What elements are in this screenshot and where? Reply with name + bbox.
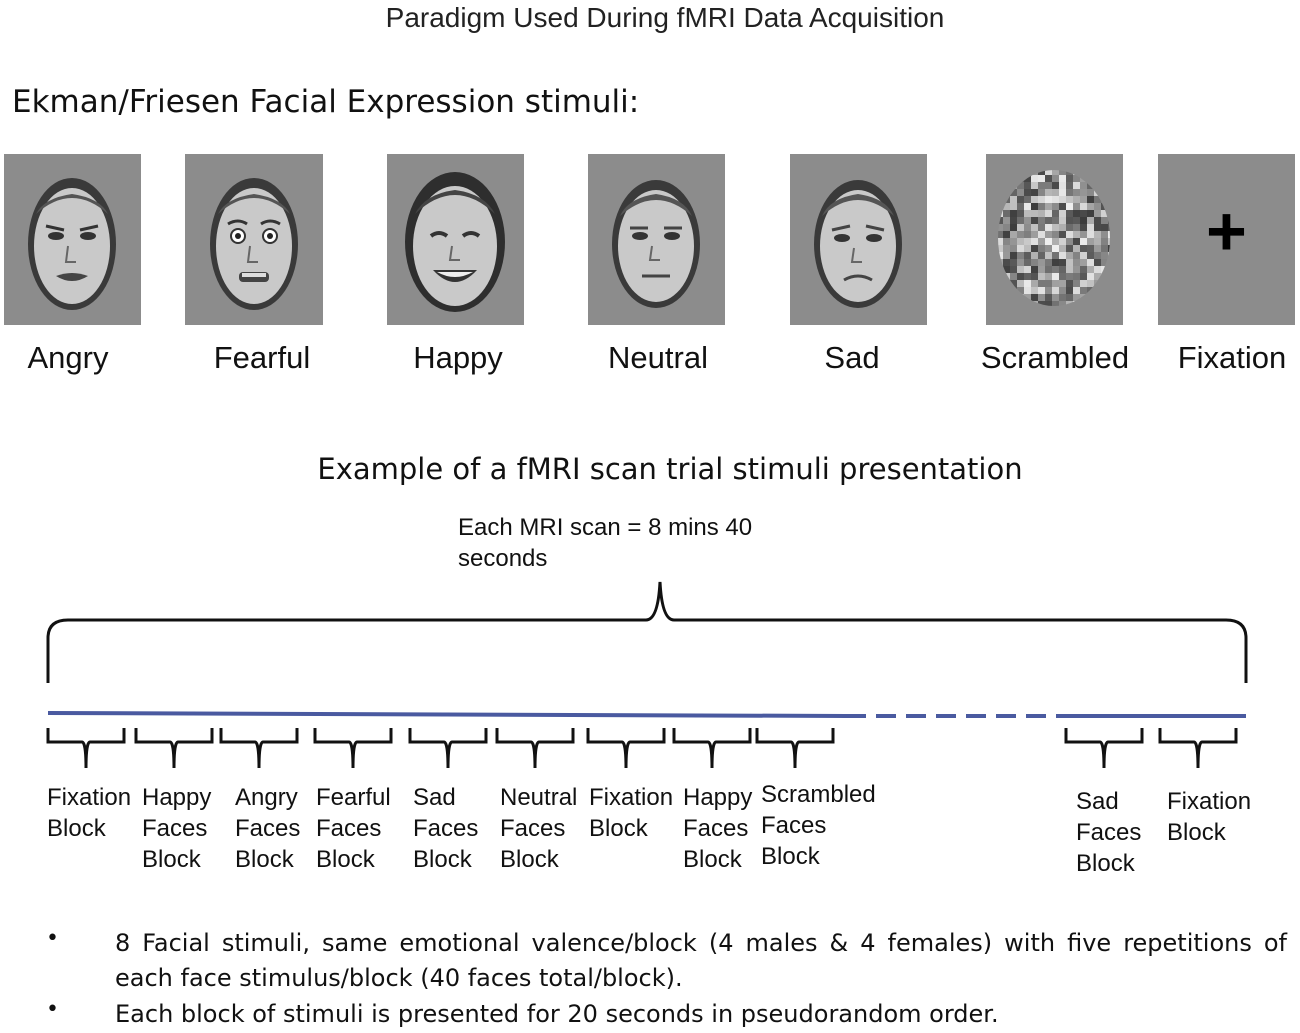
block-label-line: Faces (500, 815, 566, 842)
block-label-line: Block (500, 846, 559, 873)
block-label-line: Block (235, 846, 294, 873)
block-label-line: Sad (413, 784, 456, 811)
sad-face-image (790, 154, 927, 325)
note-1-text: 8 Facial stimuli, same emotional valence… (115, 929, 1287, 992)
scan-brace (46, 581, 1248, 683)
block-label-line: Sad (1076, 788, 1119, 815)
block-label-line: Fearful (316, 784, 391, 811)
block-label-line: Scrambled (761, 781, 876, 808)
bullet-1: • (46, 926, 59, 951)
block-label-line: Block (761, 843, 820, 870)
block-label-line: Block (413, 846, 472, 873)
block-label: Fixation Block (1167, 786, 1251, 848)
block-brace (46, 728, 126, 769)
bullet-2: • (46, 997, 59, 1022)
angry-face-image (4, 154, 141, 325)
block-label-line: Fixation (589, 784, 674, 811)
block-label-line: Block (142, 846, 201, 873)
block-label-line: Happy (142, 784, 212, 811)
block-label-line: Faces (683, 815, 749, 842)
block-label-line: Neutral (500, 784, 578, 811)
block-brace (495, 728, 575, 769)
block-label: Neutral Faces Block (500, 782, 577, 875)
block-label: Fixation Block (47, 782, 131, 844)
block-brace (313, 728, 393, 769)
block-label-line: Fixation (47, 784, 132, 811)
trial-heading: Example of a fMRI scan trial stimuli pre… (317, 452, 1023, 486)
stimulus-label-happy: Happy (413, 340, 503, 375)
block-brace (219, 728, 299, 769)
block-label-line: Angry (235, 784, 298, 811)
block-label-line: Happy (683, 784, 753, 811)
block-brace (755, 728, 835, 769)
stimulus-label-fixation: Fixation (1177, 340, 1287, 375)
block-brace (134, 728, 214, 769)
block-label: Angry Faces Block (235, 782, 300, 875)
block-label-line: Block (47, 815, 106, 842)
block-label-line: Fixation (1167, 788, 1252, 815)
neutral-face-image (588, 154, 725, 325)
stimulus-label-scrambled: Scrambled (980, 340, 1130, 375)
block-label-line: Block (1076, 850, 1135, 877)
block-label-line: Block (1167, 819, 1226, 846)
block-label-line: Faces (1076, 819, 1142, 846)
block-label: Scrambled Faces Block (761, 779, 876, 872)
timeline-solid-start (47, 711, 847, 718)
stimulus-label-sad: Sad (824, 340, 880, 375)
diagram-title: Paradigm Used During fMRI Data Acquisiti… (385, 2, 945, 33)
stimulus-label-fearful: Fearful (213, 340, 311, 375)
block-label-line: Faces (142, 815, 208, 842)
block-brace (1064, 728, 1144, 769)
block-label: Sad Faces Block (413, 782, 478, 875)
fixation-image: + (1158, 154, 1295, 325)
fearful-face-image (185, 154, 323, 325)
block-brace (586, 728, 666, 769)
block-label: Fearful Faces Block (316, 782, 391, 875)
scrambled-image (986, 154, 1123, 325)
block-label-line: Faces (235, 815, 301, 842)
happy-face-image (387, 154, 524, 325)
stimulus-label-angry: Angry (27, 340, 109, 375)
block-label-line: Faces (316, 815, 382, 842)
block-label-line: Faces (413, 815, 479, 842)
block-label: Happy Faces Block (142, 782, 211, 875)
scan-duration-label: Each MRI scan = 8 mins 40 seconds (458, 514, 753, 572)
block-brace (1158, 728, 1238, 769)
block-brace (408, 728, 488, 769)
block-label-line: Block (316, 846, 375, 873)
block-label-line: Block (683, 846, 742, 873)
stimuli-heading: Ekman/Friesen Facial Expression stimuli: (12, 84, 640, 120)
note-2-text: Each block of stimuli is presented for 2… (115, 1000, 999, 1028)
fixation-cross: + (1206, 192, 1247, 270)
block-label: Fixation Block (589, 782, 673, 844)
stimulus-label-neutral: Neutral (608, 340, 708, 375)
block-label: Happy Faces Block (683, 782, 752, 875)
block-label-line: Faces (761, 812, 827, 839)
block-brace (672, 728, 752, 769)
block-label: Sad Faces Block (1076, 786, 1141, 879)
block-label-line: Block (589, 815, 648, 842)
